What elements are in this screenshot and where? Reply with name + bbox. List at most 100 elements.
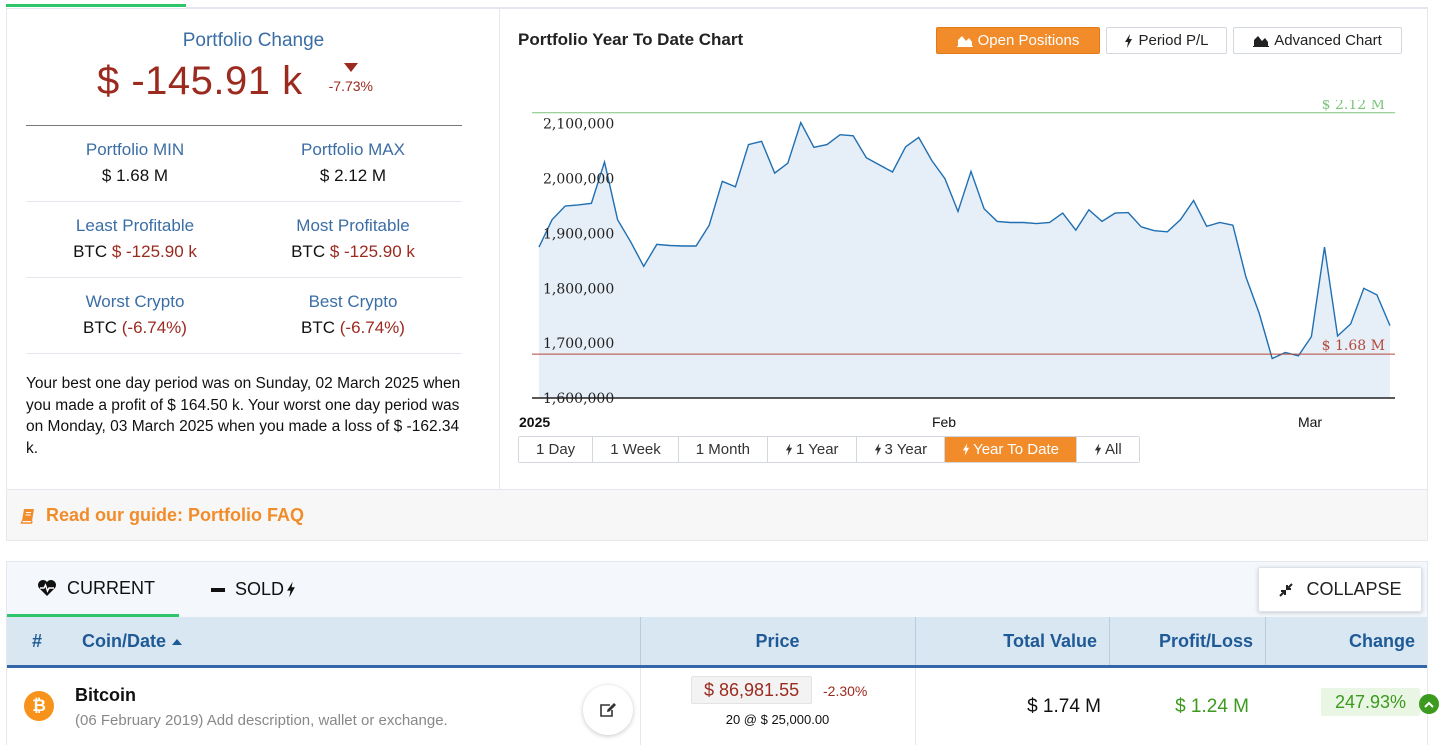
stat-row-crypto: Worst Crypto BTC (-6.74%) Best Crypto BT…: [26, 278, 462, 354]
bolt-icon: [785, 443, 793, 456]
x-tick-label: 2025: [519, 414, 550, 430]
y-tick-label: 1,800,000: [543, 281, 614, 297]
coin-price-change: -2.30%: [823, 683, 868, 699]
range-1-year-label: 1 Year: [795, 441, 839, 458]
range-all[interactable]: All: [1076, 437, 1139, 462]
heartbeat-icon: [38, 580, 56, 596]
guide-bar: Read our guide: Portfolio FAQ: [6, 490, 1428, 541]
best-crypto-label: Best Crypto: [308, 292, 398, 311]
worst-crypto-value: (-6.74%): [121, 318, 187, 337]
coin-holding: 20 @ $ 25,000.00: [725, 712, 830, 727]
range-1-week[interactable]: 1 Week: [593, 437, 679, 462]
tab-current[interactable]: CURRENT: [7, 562, 179, 617]
advanced-chart-button[interactable]: Advanced Chart: [1233, 27, 1402, 54]
best-crypto-value: (-6.74%): [339, 318, 405, 337]
portfolio-change-percent: -7.73%: [328, 78, 373, 94]
bolt-icon: [962, 443, 970, 456]
collapse-button[interactable]: COLLAPSE: [1258, 567, 1422, 612]
open-positions-label: Open Positions: [977, 32, 1080, 49]
portfolio-min-value: $ 1.68 M: [101, 166, 169, 185]
advanced-chart-label: Advanced Chart: [1274, 32, 1382, 49]
col-change[interactable]: Change: [1348, 630, 1415, 651]
range-year-to-date-label: Year To Date: [973, 441, 1059, 458]
col-coin-date-label: Coin/Date: [82, 630, 167, 651]
tab-sold[interactable]: SOLD: [207, 562, 296, 617]
minus-icon: [211, 587, 225, 592]
portfolio-faq-label: Read our guide: Portfolio FAQ: [46, 505, 304, 525]
coin-name[interactable]: Bitcoin: [75, 685, 136, 705]
portfolio-change-title: Portfolio Change: [182, 30, 325, 51]
portfolio-min-label: Portfolio MIN: [85, 140, 185, 159]
positions-tabs: CURRENT SOLD COLLAPSE: [7, 562, 1427, 617]
best-worst-day-text: Your best one day period was on Sunday, …: [26, 375, 461, 457]
range-1-month-label: 1 Month: [695, 441, 750, 458]
coin-price: $ 86,981.55: [691, 676, 813, 704]
y-tick-label: 1,900,000: [543, 226, 614, 242]
range-1-week-label: 1 Week: [610, 441, 661, 458]
edit-icon: [600, 703, 616, 717]
portfolio-summary: Portfolio Change $ -145.91 k -7.73% Port…: [7, 9, 500, 489]
sort-up-icon: [172, 638, 183, 645]
range-1-month[interactable]: 1 Month: [678, 437, 768, 462]
y-tick-label: 2,000,000: [543, 172, 614, 188]
stat-row-min-max: Portfolio MIN $ 1.68 M Portfolio MAX $ 2…: [26, 126, 462, 202]
tab-sold-label: SOLD: [235, 579, 285, 599]
portfolio-max-label: Portfolio MAX: [301, 140, 405, 159]
range-3-year[interactable]: 3 Year: [856, 437, 946, 462]
bolt-icon: [1094, 443, 1102, 456]
area-chart-icon: [956, 36, 973, 47]
series-line: [538, 120, 1391, 360]
portfolio-change-value: $ -145.91 k: [97, 59, 303, 103]
range-1-day[interactable]: 1 Day: [519, 437, 594, 462]
period-pl-label: Period P/L: [1138, 32, 1209, 49]
x-tick-label: Feb: [932, 414, 956, 430]
col-num: #: [32, 630, 43, 651]
chart-title: Portfolio Year To Date Chart: [518, 30, 744, 49]
compress-icon: [1279, 582, 1294, 597]
y-tick-label: 2,100,000: [543, 117, 614, 133]
table-row[interactable]: ₿ Bitcoin (06 February 2019) Add descrip…: [7, 668, 1439, 745]
profit-loss-value: $ 1.24 M: [1175, 696, 1249, 717]
open-positions-button[interactable]: Open Positions: [936, 27, 1100, 54]
edit-position-button[interactable]: [583, 685, 633, 735]
range-all-label: All: [1104, 441, 1122, 458]
range-1-year[interactable]: 1 Year: [767, 437, 857, 462]
col-coin-date[interactable]: Coin/Date: [82, 617, 183, 665]
least-profitable-value: $ -125.90 k: [111, 242, 197, 261]
area-chart-icon: [1253, 36, 1270, 47]
portfolio-ytd-chart: 1,600,000 1,700,000 1,800,000 1,900,000 2,00…: [519, 100, 1395, 430]
collapse-label: COLLAPSE: [1306, 579, 1402, 599]
caret-down-icon: [343, 63, 358, 72]
y-tick-label: 1,600,000: [543, 391, 614, 407]
col-profit-loss[interactable]: Profit/Loss: [1158, 630, 1253, 651]
most-profitable-value: $ -125.90 k: [329, 242, 415, 261]
book-icon: [20, 508, 34, 524]
total-value: $ 1.74 M: [1027, 696, 1101, 717]
bolt-icon: [1125, 33, 1133, 48]
change-value: 247.93%: [1321, 688, 1421, 716]
tab-current-label: CURRENT: [67, 577, 155, 598]
range-1-day-label: 1 Day: [536, 441, 576, 458]
worst-crypto-coin: BTC: [83, 318, 118, 337]
bolt-icon: [874, 443, 881, 456]
bolt-icon: [287, 581, 295, 598]
arrow-up-circle-icon[interactable]: [1419, 694, 1439, 714]
most-profitable-label: Most Profitable: [296, 216, 410, 235]
reference-line-label: $ 2.12 M: [1322, 100, 1385, 113]
col-price[interactable]: Price: [755, 630, 800, 651]
range-3-year-label: 3 Year: [884, 441, 928, 458]
best-crypto-coin: BTC: [301, 318, 336, 337]
y-tick-label: 1,700,000: [543, 336, 614, 352]
reference-line-label: $ 1.68 M: [1322, 338, 1385, 354]
series-area: [539, 122, 1390, 398]
col-total-value[interactable]: Total Value: [1003, 630, 1097, 651]
period-pl-button[interactable]: Period P/L: [1106, 27, 1227, 54]
coin-subtitle[interactable]: (06 February 2019) Add description, wall…: [75, 712, 448, 729]
positions-table-header: # Coin/Date Price Total Value Profit/Los…: [7, 617, 1427, 668]
stat-row-profitable: Least Profitable BTC $ -125.90 k Most Pr…: [26, 202, 462, 278]
range-selector: 1 Day 1 Week 1 Month 1 Year 3 Year Year …: [518, 436, 1140, 463]
portfolio-max-value: $ 2.12 M: [319, 166, 387, 185]
least-profitable-label: Least Profitable: [75, 216, 195, 235]
range-year-to-date[interactable]: Year To Date: [945, 437, 1077, 462]
portfolio-faq-link[interactable]: Read our guide: Portfolio FAQ: [20, 505, 304, 526]
